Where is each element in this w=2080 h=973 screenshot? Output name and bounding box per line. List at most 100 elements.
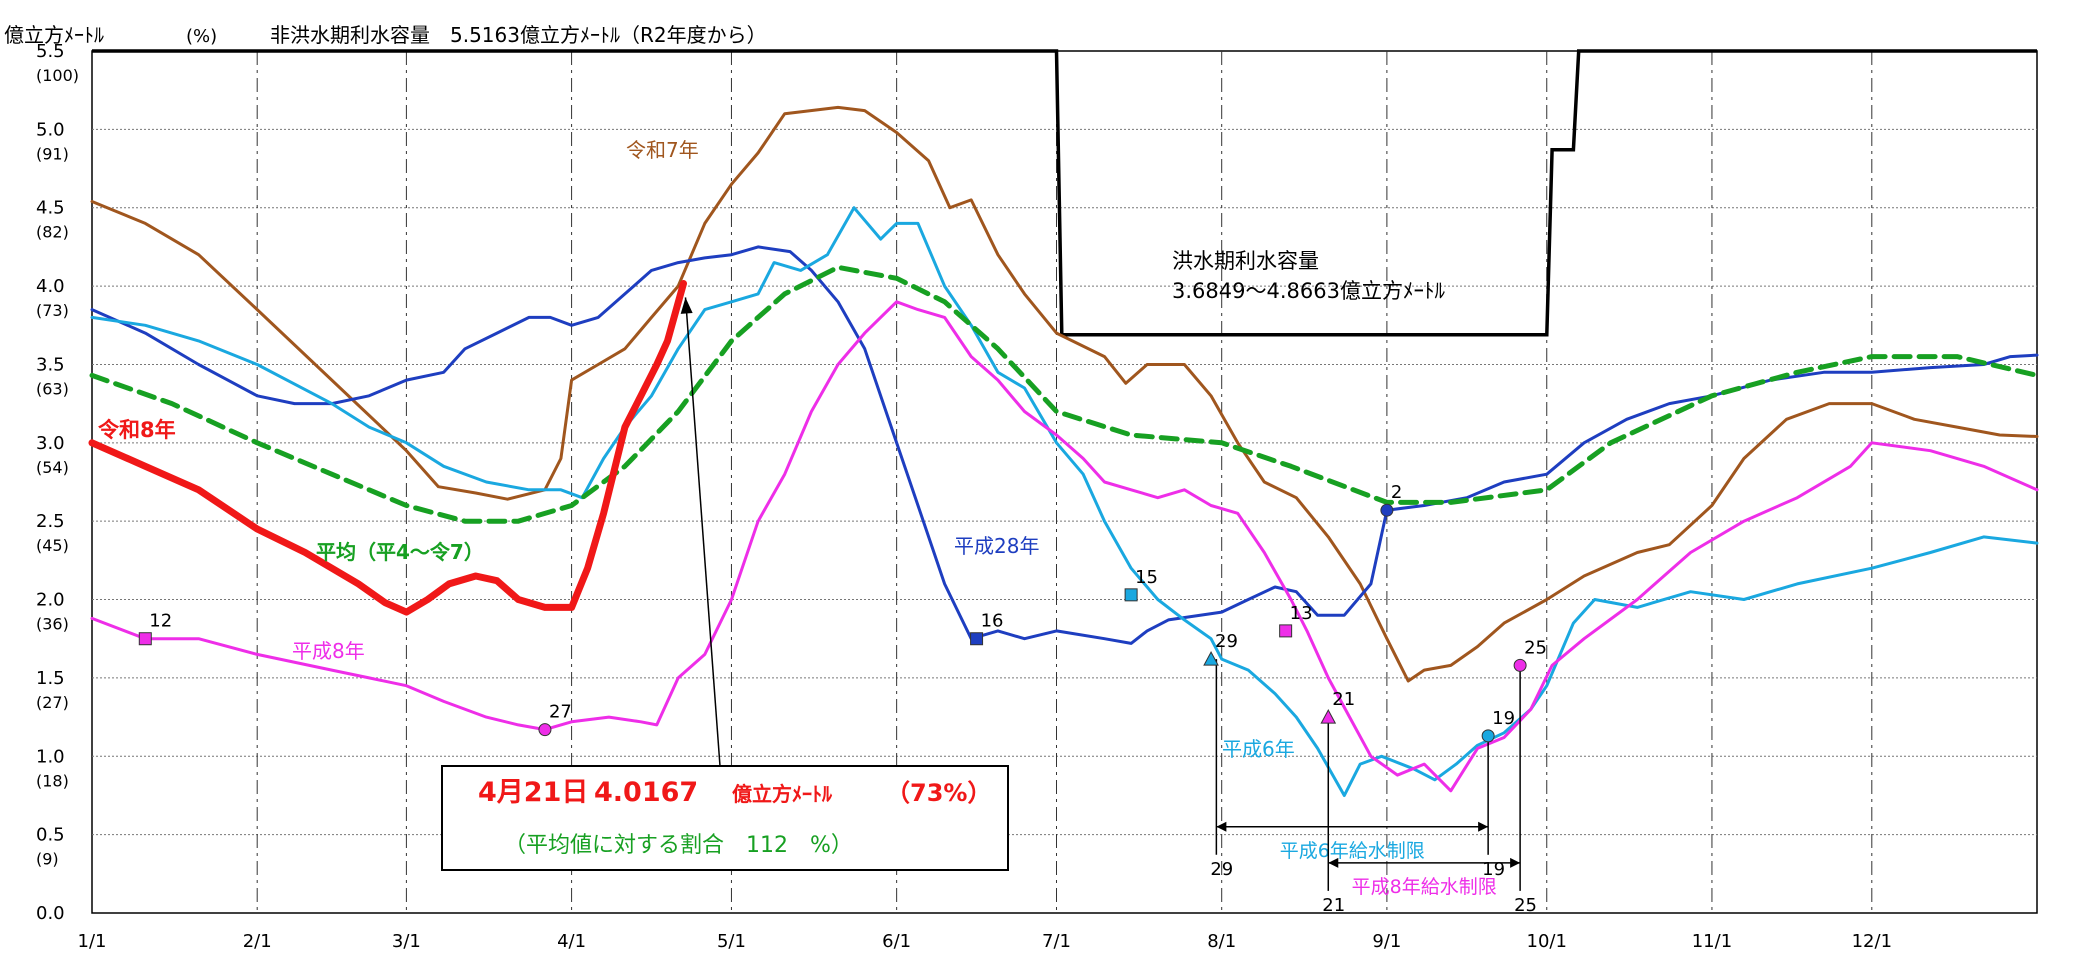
series-line-avg <box>89 264 2040 524</box>
x-tick-label: 3/1 <box>392 931 421 952</box>
y-tick-percent: (9) <box>36 850 59 869</box>
y-tick-percent: (63) <box>36 379 69 398</box>
x-tick-label: 7/1 <box>1042 931 1071 952</box>
y-tick-label: 4.5 <box>36 198 65 219</box>
x-tick-label: 5/1 <box>717 931 746 952</box>
restriction-arrow-left <box>1216 821 1227 832</box>
marker-circle <box>1513 658 1527 672</box>
annotation-box <box>441 765 1009 871</box>
restriction-start-date: 21 <box>1322 895 1345 916</box>
restriction-arrow-left <box>1328 857 1339 868</box>
y-tick-label: 3.5 <box>36 354 65 375</box>
marker-circle <box>1380 503 1394 517</box>
marker-label: 15 <box>1135 567 1158 588</box>
y-tick-label: 3.0 <box>36 433 65 454</box>
annotation-date: 4月21日 <box>478 777 588 808</box>
x-tick-label: 9/1 <box>1372 931 1401 952</box>
annotation-arrow-head <box>680 297 693 314</box>
series-line-h6 <box>90 206 2039 797</box>
x-tick-label: 8/1 <box>1207 931 1236 952</box>
marker-square <box>1124 588 1138 602</box>
marker-label: 29 <box>1215 631 1238 652</box>
marker-triangle <box>1320 709 1337 724</box>
x-tick-label: 12/1 <box>1852 931 1892 952</box>
x-tick-label: 2/1 <box>243 931 272 952</box>
annotation-ratio: （平均値に対する割合 112 %） <box>504 833 853 858</box>
y-tick-percent: (100) <box>36 66 79 85</box>
annotation-unit: 億立方ﾒｰﾄﾙ <box>732 782 833 806</box>
y-tick-percent: (82) <box>36 223 69 242</box>
marker-circle <box>538 723 552 737</box>
series-label-h8: 平成8年 <box>292 639 365 663</box>
marker-label: 16 <box>981 611 1004 632</box>
y-tick-percent: (18) <box>36 771 69 790</box>
marker-label: 21 <box>1332 689 1355 710</box>
y-tick-percent: (54) <box>36 458 69 477</box>
y-tick-percent: (91) <box>36 144 69 163</box>
marker-square <box>138 632 152 646</box>
y-tick-label: 0.0 <box>36 903 65 924</box>
marker-label: 12 <box>149 611 172 632</box>
capacity-line <box>92 49 2037 337</box>
series-label-r8: 令和8年 <box>98 418 176 442</box>
restriction-arrow-right <box>1510 857 1521 868</box>
marker-label: 13 <box>1290 603 1313 624</box>
y-tick-percent: (73) <box>36 301 69 320</box>
y-tick-label: 2.5 <box>36 511 65 532</box>
current-value-annotation: 4月21日 4.0167 億立方ﾒｰﾄﾙ （73%） （平均値に対する割合 11… <box>441 297 1009 871</box>
y-tick-label: 4.0 <box>36 276 65 297</box>
y-tick-label: 2.0 <box>36 590 65 611</box>
y-tick-label: 0.5 <box>36 825 65 846</box>
restriction-end-date: 19 <box>1482 859 1505 880</box>
flood-capacity-range: 3.6849～4.8663億立方ﾒｰﾄﾙ <box>1172 279 1445 303</box>
x-tick-label: 1/1 <box>78 931 107 952</box>
marker-layer: 12 27 16 15 29 13 21 2 19 25 <box>138 482 1547 743</box>
series-line-r8 <box>88 280 687 616</box>
y-tick-label: 5.5 <box>36 41 65 62</box>
y-tick-percent: (36) <box>36 615 69 634</box>
marker-square <box>970 632 984 646</box>
annotation-value: 4.0167 <box>594 777 698 808</box>
restriction-end-date: 25 <box>1514 895 1537 916</box>
series-layer <box>88 105 2040 797</box>
plot-frame <box>91 50 2038 914</box>
series-line-r7 <box>90 105 2039 683</box>
x-tick-label: 6/1 <box>882 931 911 952</box>
x-tick-label: 10/1 <box>1527 931 1567 952</box>
marker-square <box>1279 624 1293 638</box>
axes: 0.0 0.5 (9) 1.0 (18) 1.5 (27) 2.0 (36) 2.5 (45) 3.0… <box>36 41 1892 952</box>
series-label-avg: 平均（平4～令7） <box>316 540 484 564</box>
y-tick-percent: (27) <box>36 693 69 712</box>
restriction-arrow-right <box>1478 821 1489 832</box>
series-label-r7: 令和7年 <box>626 138 699 162</box>
marker-label: 27 <box>549 702 572 723</box>
series-label-h6: 平成6年 <box>1222 737 1295 761</box>
unit-percent-label: (%) <box>186 26 217 47</box>
y-tick-label: 1.5 <box>36 668 65 689</box>
restriction-label: 平成6年給水制限 <box>1280 840 1425 862</box>
flood-capacity-title: 洪水期利水容量 <box>1172 249 1319 273</box>
capacity-layer <box>92 49 2037 337</box>
y-tick-percent: (45) <box>36 536 69 555</box>
marker-circle <box>1481 729 1495 743</box>
marker-label: 19 <box>1492 708 1515 729</box>
annotation-arrow <box>684 297 721 767</box>
restriction-label: 平成8年給水制限 <box>1352 876 1497 898</box>
marker-triangle <box>1203 651 1219 666</box>
capacity-note: 非洪水期利水容量 5.5163億立方ﾒｰﾄﾙ（R2年度から） <box>270 23 767 47</box>
annotation-percent: （73%） <box>886 779 991 807</box>
y-tick-label: 1.0 <box>36 746 65 767</box>
series-line-h28 <box>90 245 2039 645</box>
x-tick-label: 11/1 <box>1692 931 1732 952</box>
unit-label: 億立方ﾒｰﾄﾙ <box>4 23 104 47</box>
x-tick-label: 4/1 <box>557 931 586 952</box>
marker-label: 25 <box>1524 637 1547 658</box>
series-label-h28: 平成28年 <box>954 534 1039 558</box>
y-tick-label: 5.0 <box>36 119 65 140</box>
marker-label: 2 <box>1391 482 1402 503</box>
grid <box>91 50 2038 914</box>
restriction-start-date: 29 <box>1210 859 1233 880</box>
